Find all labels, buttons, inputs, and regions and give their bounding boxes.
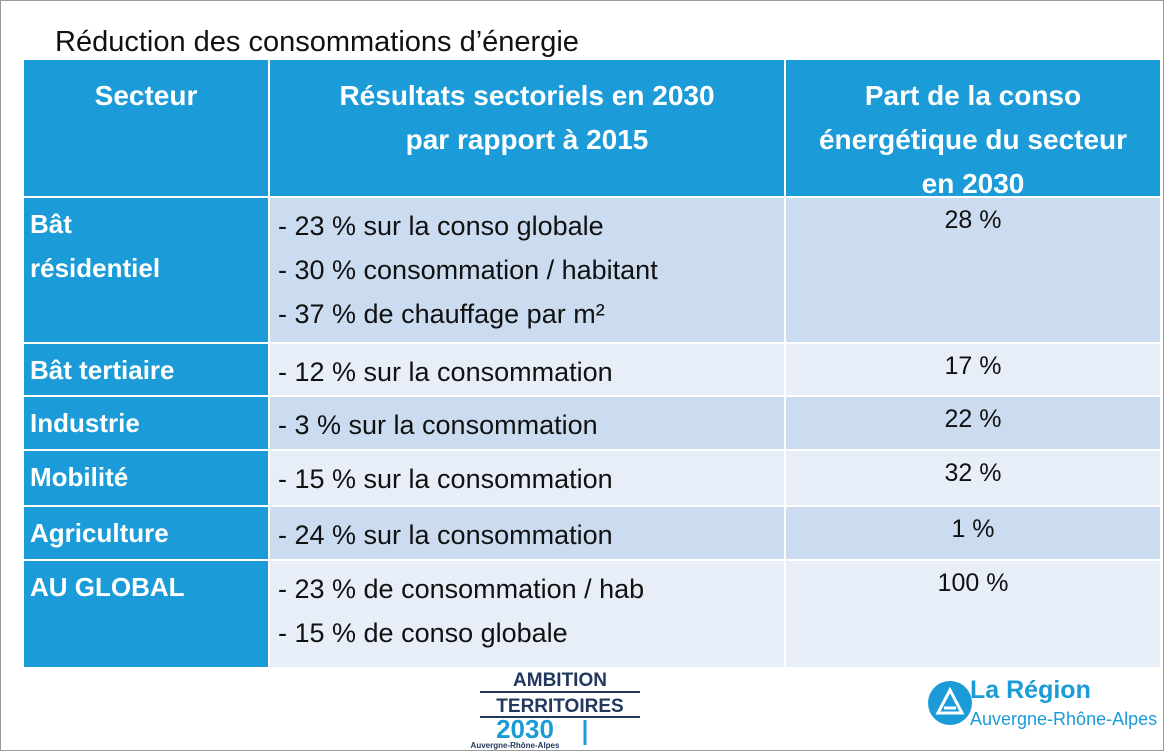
cell-line: AU GLOBAL	[30, 572, 185, 602]
data-cell: - 24 % sur la consommation	[270, 507, 784, 559]
cell-line: - 24 % sur la consommation	[278, 520, 613, 550]
cell-line: en 2030	[921, 168, 1025, 199]
cell-line: Résultats sectoriels en 2030	[339, 80, 715, 111]
data-cell: 32 %	[786, 451, 1160, 505]
cell-line: énergétique du secteur	[818, 124, 1128, 155]
data-cell: 28 %	[786, 198, 1160, 342]
title: Réduction des consommations d’énergie	[55, 26, 579, 58]
cell-line: 17 %	[944, 352, 1002, 380]
cell-line: Industrie	[30, 408, 140, 438]
header-cell: Secteur	[24, 60, 268, 196]
sector-cell: Agriculture	[24, 507, 268, 559]
cell-line: résidentiel	[30, 253, 161, 283]
sector-cell: AU GLOBAL	[24, 561, 268, 667]
cell-line: - 23 % sur la conso globale	[278, 211, 604, 241]
sector-cell: Mobilité	[24, 451, 268, 505]
cell-line: - 3 % sur la consommation	[278, 410, 598, 440]
cell-line: 100 %	[937, 569, 1009, 597]
cell-line: Secteur	[94, 80, 198, 111]
data-cell: 1 %	[786, 507, 1160, 559]
cell-line: 28 %	[944, 206, 1002, 234]
cell-line: 1 %	[951, 515, 995, 543]
cell-line: - 37 % de chauffage par m²	[278, 299, 605, 329]
data-cell: - 3 % sur la consommation	[270, 397, 784, 449]
sector-cell: Bât tertiaire	[24, 344, 268, 395]
cell-line: - 23 % de consommation / hab	[278, 574, 645, 604]
data-cell: - 23 % sur la conso globale - 30 % consom…	[270, 198, 784, 342]
data-cell: - 12 % sur la consommation	[270, 344, 784, 395]
cell-line: Bât	[30, 209, 72, 239]
sector-cell: Bât résidentiel	[24, 198, 268, 342]
cell-line: - 12 % sur la consommation	[278, 357, 613, 387]
cell-line: - 15 % de conso globale	[278, 618, 568, 648]
cell-line: Part de la conso	[864, 80, 1082, 111]
sector-cell: Industrie	[24, 397, 268, 449]
data-cell: 22 %	[786, 397, 1160, 449]
header-cell: Part de la conso énergétique du secteur en…	[786, 60, 1160, 199]
data-cell: 100 %	[786, 561, 1160, 667]
data-cell: - 15 % sur la consommation	[270, 451, 784, 505]
cell-line: Bât tertiaire	[30, 355, 175, 385]
header-cell: Résultats sectoriels en 2030 par rapport …	[270, 60, 784, 196]
data-cell: - 23 % de consommation / hab - 15 % de co…	[270, 561, 784, 667]
cell-line: - 30 % consommation / habitant	[278, 255, 658, 285]
cell-line: 22 %	[944, 405, 1002, 433]
data-cell: 17 %	[786, 344, 1160, 395]
cell-line: - 15 % sur la consommation	[278, 464, 613, 494]
cell-line: Mobilité	[30, 462, 129, 492]
cell-line: 32 %	[944, 459, 1002, 487]
cell-line: Agriculture	[30, 518, 169, 548]
cell-line: par rapport à 2015	[405, 124, 649, 155]
